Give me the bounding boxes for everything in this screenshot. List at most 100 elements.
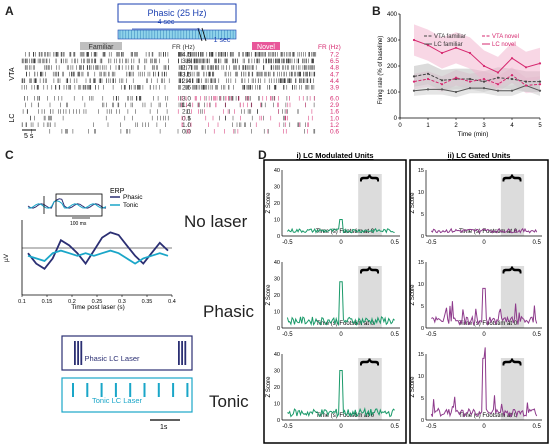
d-xlabel: Time (s) Footstim at 0 bbox=[459, 229, 518, 235]
d-ytick: 15 bbox=[418, 168, 424, 174]
b-point bbox=[510, 77, 514, 81]
d-ytick: 10 bbox=[274, 218, 280, 224]
b-point bbox=[538, 83, 542, 86]
b-point bbox=[510, 89, 514, 92]
laser-schematic: Phasic LC Laser Tonic LC Laser 1s bbox=[61, 335, 193, 430]
d-response-window bbox=[358, 174, 382, 236]
b-legend-entry: LC novel bbox=[492, 42, 516, 48]
tonic-pulse bbox=[157, 383, 160, 397]
d-response-window bbox=[500, 174, 525, 236]
phasic-pulse bbox=[74, 341, 76, 365]
tonic-laser-box bbox=[61, 377, 193, 413]
d-trace bbox=[287, 370, 395, 418]
d-ytick: 0 bbox=[277, 234, 280, 240]
b-point bbox=[454, 76, 458, 79]
d-xtick: 0.5 bbox=[390, 240, 399, 246]
d-ytick: 20 bbox=[274, 201, 280, 207]
c-xtick: 0.1 bbox=[18, 299, 26, 305]
d-ylabel: Z Score bbox=[410, 192, 416, 214]
b-point bbox=[426, 77, 430, 81]
d-xlabel: Time (s) Footstim at 0 bbox=[316, 413, 375, 419]
firing-rate-value: 1.0 bbox=[182, 122, 191, 129]
d-ytick: 30 bbox=[274, 277, 280, 283]
c-xlabel: Time post laser (s) bbox=[71, 304, 125, 311]
phasic-pulse bbox=[184, 341, 187, 365]
d-response-window bbox=[500, 358, 525, 420]
b-point bbox=[524, 84, 528, 87]
b-xtick: 4 bbox=[510, 123, 514, 129]
d-ytick: 40 bbox=[274, 168, 280, 174]
b-point bbox=[412, 38, 416, 42]
b-point bbox=[440, 51, 444, 55]
d-response-window bbox=[500, 266, 525, 328]
firing-rate-value: 7.2 bbox=[330, 52, 339, 59]
b-point bbox=[412, 89, 416, 92]
b-point bbox=[426, 44, 430, 47]
d-xlabel: Time (s) Footstim at 0 bbox=[459, 413, 518, 419]
d-xtick: 0.5 bbox=[390, 332, 399, 338]
c-xtick: 0.4 bbox=[168, 299, 176, 305]
panel-d-chart: i) LC Modulated Units ii) LC Gated Units… bbox=[263, 151, 549, 444]
d-xtick: -0.5 bbox=[426, 240, 437, 246]
firing-rate-value: 0.5 bbox=[182, 115, 191, 122]
tonic-pulse bbox=[143, 383, 146, 397]
b-point bbox=[510, 74, 514, 77]
b-point bbox=[482, 77, 486, 81]
d-ytick: 40 bbox=[274, 352, 280, 358]
tonic-pulse bbox=[129, 383, 132, 397]
d-xtick: -0.5 bbox=[426, 424, 437, 430]
tonic-pulse bbox=[72, 383, 74, 397]
d-brace: { bbox=[359, 266, 381, 274]
raster-plots: 4.53.62.73.52.42.67.26.54.84.74.43.93.01… bbox=[21, 50, 339, 138]
d-ytick: 20 bbox=[274, 293, 280, 299]
b-point bbox=[538, 62, 542, 65]
tonic-laser-label: Tonic LC Laser bbox=[92, 396, 143, 405]
c-legend-entry: Phasic bbox=[123, 194, 143, 201]
d-brace: { bbox=[359, 358, 381, 366]
d-response-window bbox=[358, 358, 382, 420]
firing-rate-value: 6.0 bbox=[330, 96, 339, 103]
firing-rate-value: 1.0 bbox=[330, 115, 339, 122]
b-ytick: 100 bbox=[387, 90, 398, 96]
d-ytick: 5 bbox=[421, 396, 424, 402]
panel-label-c: C bbox=[5, 148, 14, 162]
d-xtick: 0.5 bbox=[533, 332, 542, 338]
firing-rate-value: 0.6 bbox=[330, 129, 339, 136]
d-ytick: 0 bbox=[421, 418, 424, 424]
firing-rate-value: 2.6 bbox=[182, 85, 191, 92]
b-point bbox=[468, 80, 472, 83]
d-ylabel: Z Score bbox=[266, 284, 272, 306]
b-point bbox=[468, 77, 472, 81]
familiar-tag bbox=[80, 42, 122, 50]
d-brace: { bbox=[501, 358, 523, 366]
b-series-line bbox=[413, 73, 540, 83]
d-response-window bbox=[358, 266, 382, 328]
c-inset-box bbox=[55, 193, 103, 217]
c-inset-trace bbox=[27, 200, 107, 209]
firing-rate-value: 3.6 bbox=[182, 58, 191, 65]
tonic-pulse bbox=[86, 383, 89, 397]
d-ytick: 20 bbox=[274, 385, 280, 391]
firing-rate-value: 2.1 bbox=[182, 109, 191, 116]
b-point bbox=[482, 64, 486, 68]
tonic-laser-pulses bbox=[72, 383, 189, 397]
c-series-line bbox=[27, 231, 169, 270]
b-xtick: 5 bbox=[538, 123, 542, 129]
c-inset-scale: 100 ms bbox=[70, 221, 87, 227]
b-xtick: 1 bbox=[426, 123, 430, 129]
d-ytick: 5 bbox=[421, 304, 424, 310]
d-xtick: 0.5 bbox=[533, 240, 542, 246]
tonic-pulse bbox=[100, 383, 103, 397]
phasic-pulse bbox=[178, 341, 180, 365]
d-col1-title: i) LC Modulated Units bbox=[296, 151, 373, 160]
stim-duration-1: 1 sec bbox=[214, 37, 231, 44]
d-ytick: 30 bbox=[274, 369, 280, 375]
c-erp-title: ERP bbox=[110, 188, 125, 195]
d-xtick: 0 bbox=[482, 240, 486, 246]
firing-rate-value: 1.6 bbox=[330, 109, 339, 116]
d-ytick: 0 bbox=[277, 326, 280, 332]
row-label-tonic: Tonic bbox=[209, 392, 249, 411]
c-inset-trace bbox=[27, 198, 107, 209]
d-ytick: 0 bbox=[421, 234, 424, 240]
d-xtick: -0.5 bbox=[282, 424, 293, 430]
